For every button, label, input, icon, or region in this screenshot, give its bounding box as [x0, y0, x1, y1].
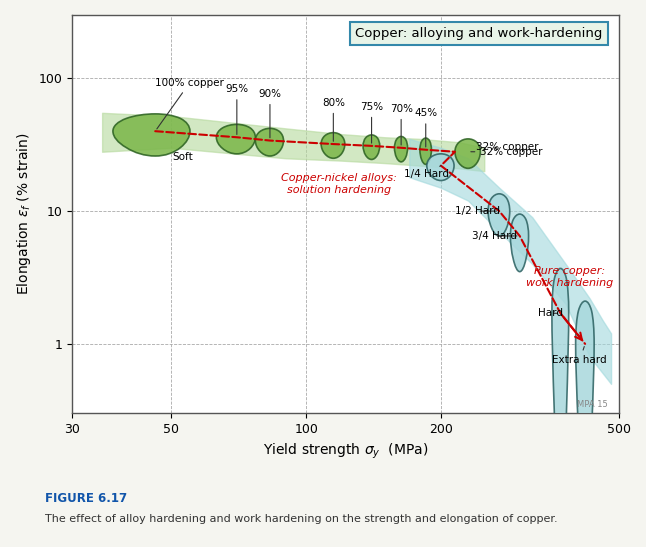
Ellipse shape [113, 114, 190, 156]
X-axis label: Yield strength $\sigma_y$  (MPa): Yield strength $\sigma_y$ (MPa) [263, 441, 428, 461]
Text: 80%: 80% [322, 98, 345, 141]
Ellipse shape [552, 269, 568, 547]
Text: Soft: Soft [172, 152, 193, 162]
Text: Copper: alloying and work-hardening: Copper: alloying and work-hardening [355, 27, 603, 40]
Text: 1/4 Hard: 1/4 Hard [404, 166, 448, 179]
Ellipse shape [216, 124, 255, 154]
Text: MPA 15: MPA 15 [578, 400, 608, 409]
Ellipse shape [455, 139, 481, 168]
Ellipse shape [420, 138, 432, 164]
Text: 3/4 Hard: 3/4 Hard [472, 231, 517, 241]
Y-axis label: Elongation $\varepsilon_f$ (% strain): Elongation $\varepsilon_f$ (% strain) [15, 133, 33, 295]
Ellipse shape [395, 136, 408, 162]
Text: 90%: 90% [258, 89, 282, 138]
Text: Hard: Hard [538, 309, 563, 318]
Text: 70%: 70% [390, 104, 413, 145]
Ellipse shape [576, 301, 594, 547]
Text: 32% copper: 32% copper [471, 147, 543, 157]
Text: 45%: 45% [414, 108, 437, 147]
Ellipse shape [363, 135, 380, 159]
Text: 100% copper: 100% copper [155, 78, 224, 129]
Ellipse shape [488, 194, 510, 236]
Text: 75%: 75% [360, 102, 383, 143]
Ellipse shape [321, 132, 345, 158]
Text: 1/2 Hard: 1/2 Hard [455, 206, 500, 216]
Text: FIGURE 6.17: FIGURE 6.17 [45, 492, 127, 505]
Ellipse shape [427, 154, 454, 181]
Text: 32% copper: 32% copper [476, 142, 539, 152]
Text: Pure copper:
work hardening: Pure copper: work hardening [526, 266, 613, 288]
Text: Copper-nickel alloys:
solution hardening: Copper-nickel alloys: solution hardening [281, 173, 397, 195]
Text: 95%: 95% [225, 84, 249, 135]
Ellipse shape [510, 214, 528, 272]
Ellipse shape [255, 129, 284, 156]
Text: Extra hard: Extra hard [552, 347, 607, 365]
Text: The effect of alloy hardening and work hardening on the strength and elongation : The effect of alloy hardening and work h… [45, 514, 558, 524]
